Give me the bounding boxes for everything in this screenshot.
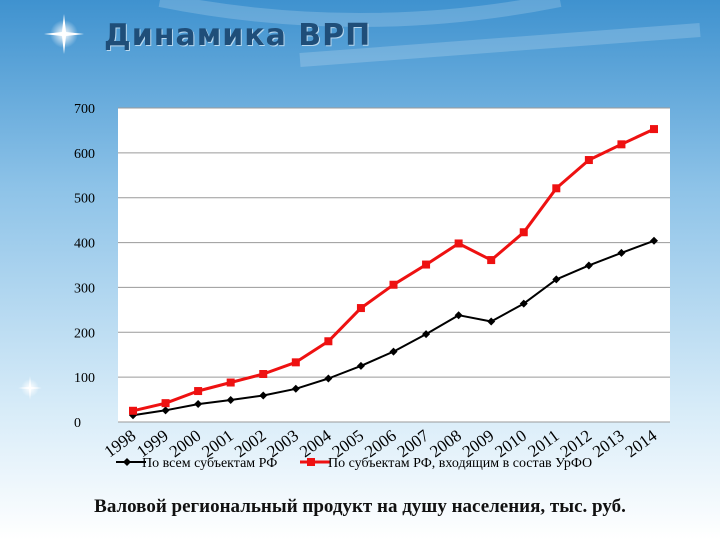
data-point-diamond — [650, 236, 658, 245]
data-point-square — [129, 406, 137, 415]
legend-marker-diamond — [123, 458, 131, 466]
data-point-square — [519, 228, 528, 237]
data-point-square — [324, 337, 333, 346]
y-tick-label: 700 — [74, 102, 95, 117]
data-point-diamond — [487, 317, 496, 326]
data-point-square — [584, 156, 593, 165]
x-tick-label: 2013 — [589, 426, 628, 461]
y-tick-label: 500 — [74, 192, 95, 207]
slide-title: Динамика ВРП — [104, 18, 372, 53]
y-tick-label: 600 — [74, 147, 95, 162]
data-point-diamond — [226, 396, 235, 405]
legend-label: По субъектам РФ, входящим в состав УрФО — [328, 456, 592, 471]
x-tick-label: 1998 — [101, 426, 140, 461]
y-tick-label: 200 — [74, 326, 95, 341]
y-tick-label: 300 — [74, 281, 95, 296]
y-tick-label: 100 — [74, 371, 95, 386]
data-point-square — [389, 280, 398, 289]
sparkle-icon — [44, 14, 84, 54]
data-point-diamond — [519, 299, 528, 308]
data-point-square — [617, 140, 626, 149]
plot-area — [118, 108, 670, 422]
legend-marker-square — [307, 458, 315, 466]
data-point-diamond — [389, 347, 398, 356]
data-point-diamond — [584, 261, 593, 270]
y-tick-label: 0 — [74, 416, 81, 431]
chart-caption: Валовой региональный продукт на душу нас… — [94, 496, 626, 517]
data-point-diamond — [454, 311, 463, 320]
data-point-square — [552, 184, 561, 193]
data-point-square — [356, 304, 365, 313]
data-point-diamond — [194, 400, 203, 409]
data-point-diamond — [161, 406, 170, 415]
y-tick-label: 400 — [74, 237, 95, 252]
data-point-diamond — [324, 374, 333, 383]
data-point-square — [487, 256, 496, 265]
x-tick-label: 2014 — [622, 426, 661, 462]
data-point-square — [226, 378, 235, 387]
data-point-square — [161, 399, 170, 408]
data-point-square — [259, 370, 268, 379]
data-point-square — [291, 358, 300, 367]
data-point-square — [422, 260, 431, 269]
data-point-diamond — [259, 391, 268, 400]
data-point-square — [650, 125, 658, 134]
data-point-diamond — [617, 248, 626, 257]
data-point-diamond — [291, 384, 300, 393]
data-point-diamond — [356, 361, 365, 370]
data-point-diamond — [422, 330, 431, 339]
data-point-square — [454, 239, 463, 248]
data-point-diamond — [552, 275, 561, 284]
legend-label: По всем субъектам РФ — [142, 456, 277, 471]
data-point-square — [194, 387, 203, 396]
